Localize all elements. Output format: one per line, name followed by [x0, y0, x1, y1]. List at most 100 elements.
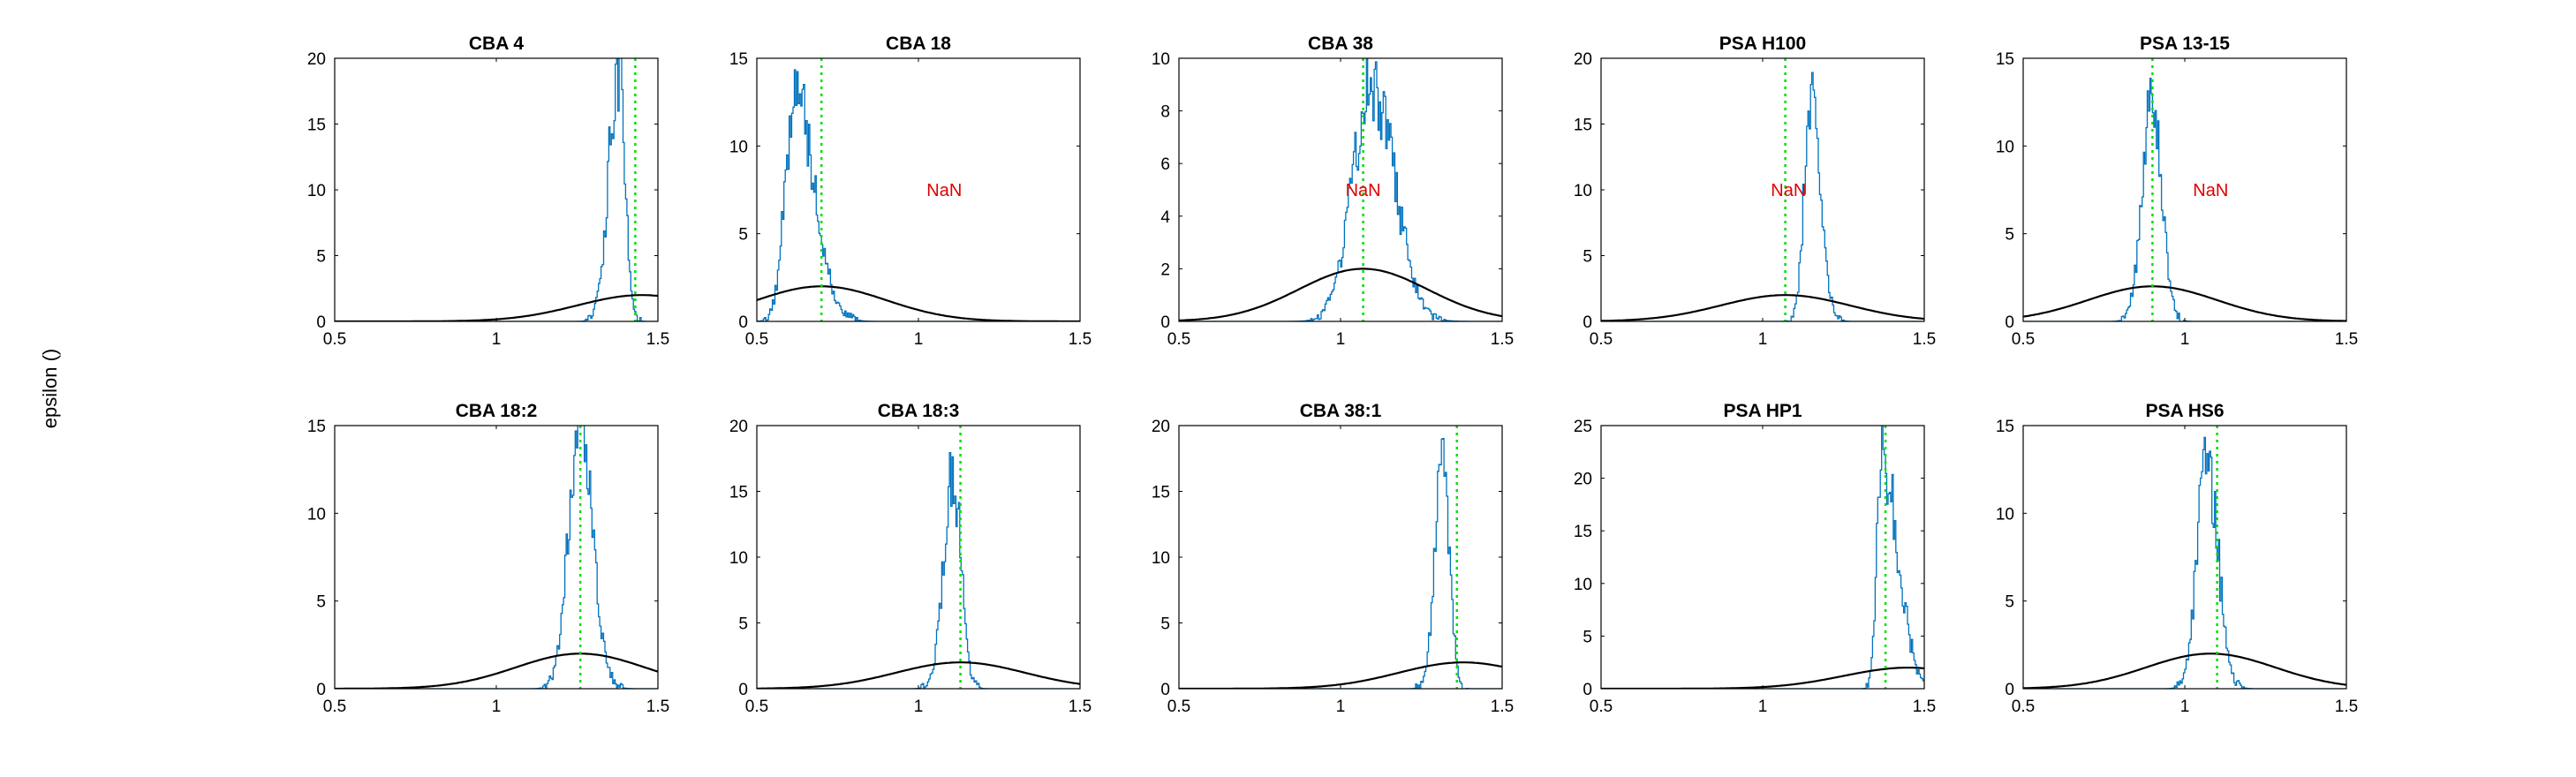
y-tick-label: 6	[1160, 155, 1170, 174]
x-tick-label: 0.5	[1590, 330, 1613, 349]
subplot-title: PSA 13-15	[2140, 34, 2230, 54]
subplot-title: CBA 4	[469, 34, 525, 54]
y-tick-label: 0	[1583, 681, 1592, 699]
histogram-series	[1179, 58, 1502, 321]
subplot-title: PSA HP1	[1723, 401, 1802, 421]
y-tick-label: 10	[1996, 505, 2014, 524]
y-tick-label: 0	[2005, 681, 2014, 699]
y-tick-label: 15	[729, 50, 748, 69]
histogram-series	[1179, 438, 1502, 689]
subplot: 0.5 1 1.5 0 5 10 15 20 25 PSA HP1	[1574, 401, 1936, 716]
x-tick-label: 1	[1758, 330, 1768, 349]
x-tick-label: 1.5	[2335, 330, 2358, 349]
x-tick-label: 1.5	[646, 698, 669, 716]
axes-box	[334, 57, 659, 322]
histogram-series	[335, 58, 658, 321]
plot-area	[2023, 426, 2346, 689]
plot-area	[335, 58, 658, 321]
y-tick-label: 20	[307, 50, 326, 69]
subplot-title: PSA H100	[1719, 34, 1806, 54]
x-tick-label: 0.5	[745, 698, 768, 716]
axes-box	[1178, 57, 1503, 322]
x-tick-label: 1.5	[646, 330, 669, 349]
nan-annotation: NaN	[2193, 181, 2228, 200]
y-tick-label: 10	[307, 182, 326, 200]
x-tick-label: 0.5	[1590, 698, 1613, 716]
y-tick-label: 15	[1574, 117, 1592, 135]
histogram-series	[757, 69, 1080, 321]
subplot: 0.5 1 1.5 0 5 10 15 20 CBA 18:3	[729, 401, 1092, 716]
y-tick-label: 10	[1574, 182, 1592, 200]
subplot: 0.5 1 1.5 0 5 10 15 CBA 18 NaN	[729, 34, 1092, 349]
subplot-title: CBA 18	[886, 34, 951, 54]
y-tick-label: 10	[1152, 549, 1170, 568]
x-tick-label: 1	[2180, 698, 2190, 716]
axes-box	[1178, 425, 1503, 690]
x-tick-label: 1.5	[2335, 698, 2358, 716]
y-tick-label: 0	[2005, 313, 2014, 332]
histogram-series	[757, 452, 1080, 689]
y-tick-label: 0	[316, 313, 326, 332]
gaussian-curve	[335, 653, 658, 689]
y-tick-label: 20	[729, 418, 748, 436]
x-tick-label: 1.5	[1491, 330, 1514, 349]
y-tick-label: 5	[2005, 593, 2014, 612]
axes-box	[1600, 57, 1925, 322]
axes-box	[756, 57, 1081, 322]
subplot: 0.5 1 1.5 0 5 10 15 PSA 13-15 NaN	[1996, 34, 2358, 349]
subplot: 0.5 1 1.5 0 5 10 15 20 CBA 4	[307, 34, 669, 349]
y-tick-label: 15	[1996, 50, 2014, 69]
histogram-series	[1601, 426, 1924, 689]
subplot-title: CBA 38:1	[1300, 401, 1382, 421]
y-tick-label: 10	[1996, 138, 2014, 156]
subplot-title: CBA 18:2	[456, 401, 538, 421]
y-tick-label: 2	[1160, 260, 1170, 279]
y-tick-label: 20	[1574, 471, 1592, 489]
y-tick-label: 5	[738, 226, 748, 245]
y-tick-label: 0	[738, 681, 748, 699]
y-tick-label: 5	[316, 248, 326, 267]
x-tick-label: 0.5	[1167, 698, 1190, 716]
y-tick-label: 20	[1152, 418, 1170, 436]
histogram-series	[1601, 72, 1924, 321]
x-tick-label: 1	[2180, 330, 2190, 349]
y-tick-label: 20	[1574, 50, 1592, 69]
gaussian-curve	[1179, 661, 1502, 689]
x-tick-label: 1	[1758, 698, 1768, 716]
x-tick-label: 1	[914, 698, 924, 716]
subplot-title: PSA HS6	[2145, 401, 2224, 421]
x-tick-label: 1	[1336, 330, 1346, 349]
y-tick-label: 10	[1152, 50, 1170, 69]
y-tick-label: 5	[1583, 248, 1592, 267]
subplot-title: CBA 38	[1308, 34, 1373, 54]
x-tick-label: 1.5	[1069, 698, 1092, 716]
y-tick-label: 8	[1160, 103, 1170, 122]
y-tick-label: 10	[1574, 576, 1592, 594]
axes-box	[2022, 425, 2347, 690]
gaussian-curve	[2023, 285, 2346, 321]
gaussian-curve	[1601, 294, 1924, 321]
y-tick-label: 25	[1574, 418, 1592, 436]
subplot: 0.5 1 1.5 0 5 10 15 CBA 18:2	[307, 401, 669, 716]
y-tick-label: 5	[316, 593, 326, 612]
y-tick-label: 10	[307, 505, 326, 524]
plot-area	[1179, 58, 1502, 321]
plot-area	[1601, 58, 1924, 321]
x-tick-label: 1.5	[1913, 698, 1936, 716]
y-tick-label: 15	[729, 484, 748, 502]
y-tick-label: 10	[729, 138, 748, 156]
plot-area	[335, 426, 658, 689]
x-tick-label: 0.5	[745, 330, 768, 349]
x-tick-label: 0.5	[323, 330, 346, 349]
gaussian-curve	[335, 294, 658, 321]
y-tick-label: 4	[1160, 208, 1170, 227]
y-tick-label: 0	[1160, 681, 1170, 699]
y-tick-label: 15	[1996, 418, 2014, 436]
axes-box	[1600, 425, 1925, 690]
gaussian-curve	[757, 661, 1080, 689]
subplot: 0.5 1 1.5 0 5 10 15 20 CBA 38:1	[1152, 401, 1514, 716]
x-tick-label: 0.5	[323, 698, 346, 716]
gaussian-curve	[2023, 653, 2346, 689]
y-tick-label: 5	[2005, 226, 2014, 245]
